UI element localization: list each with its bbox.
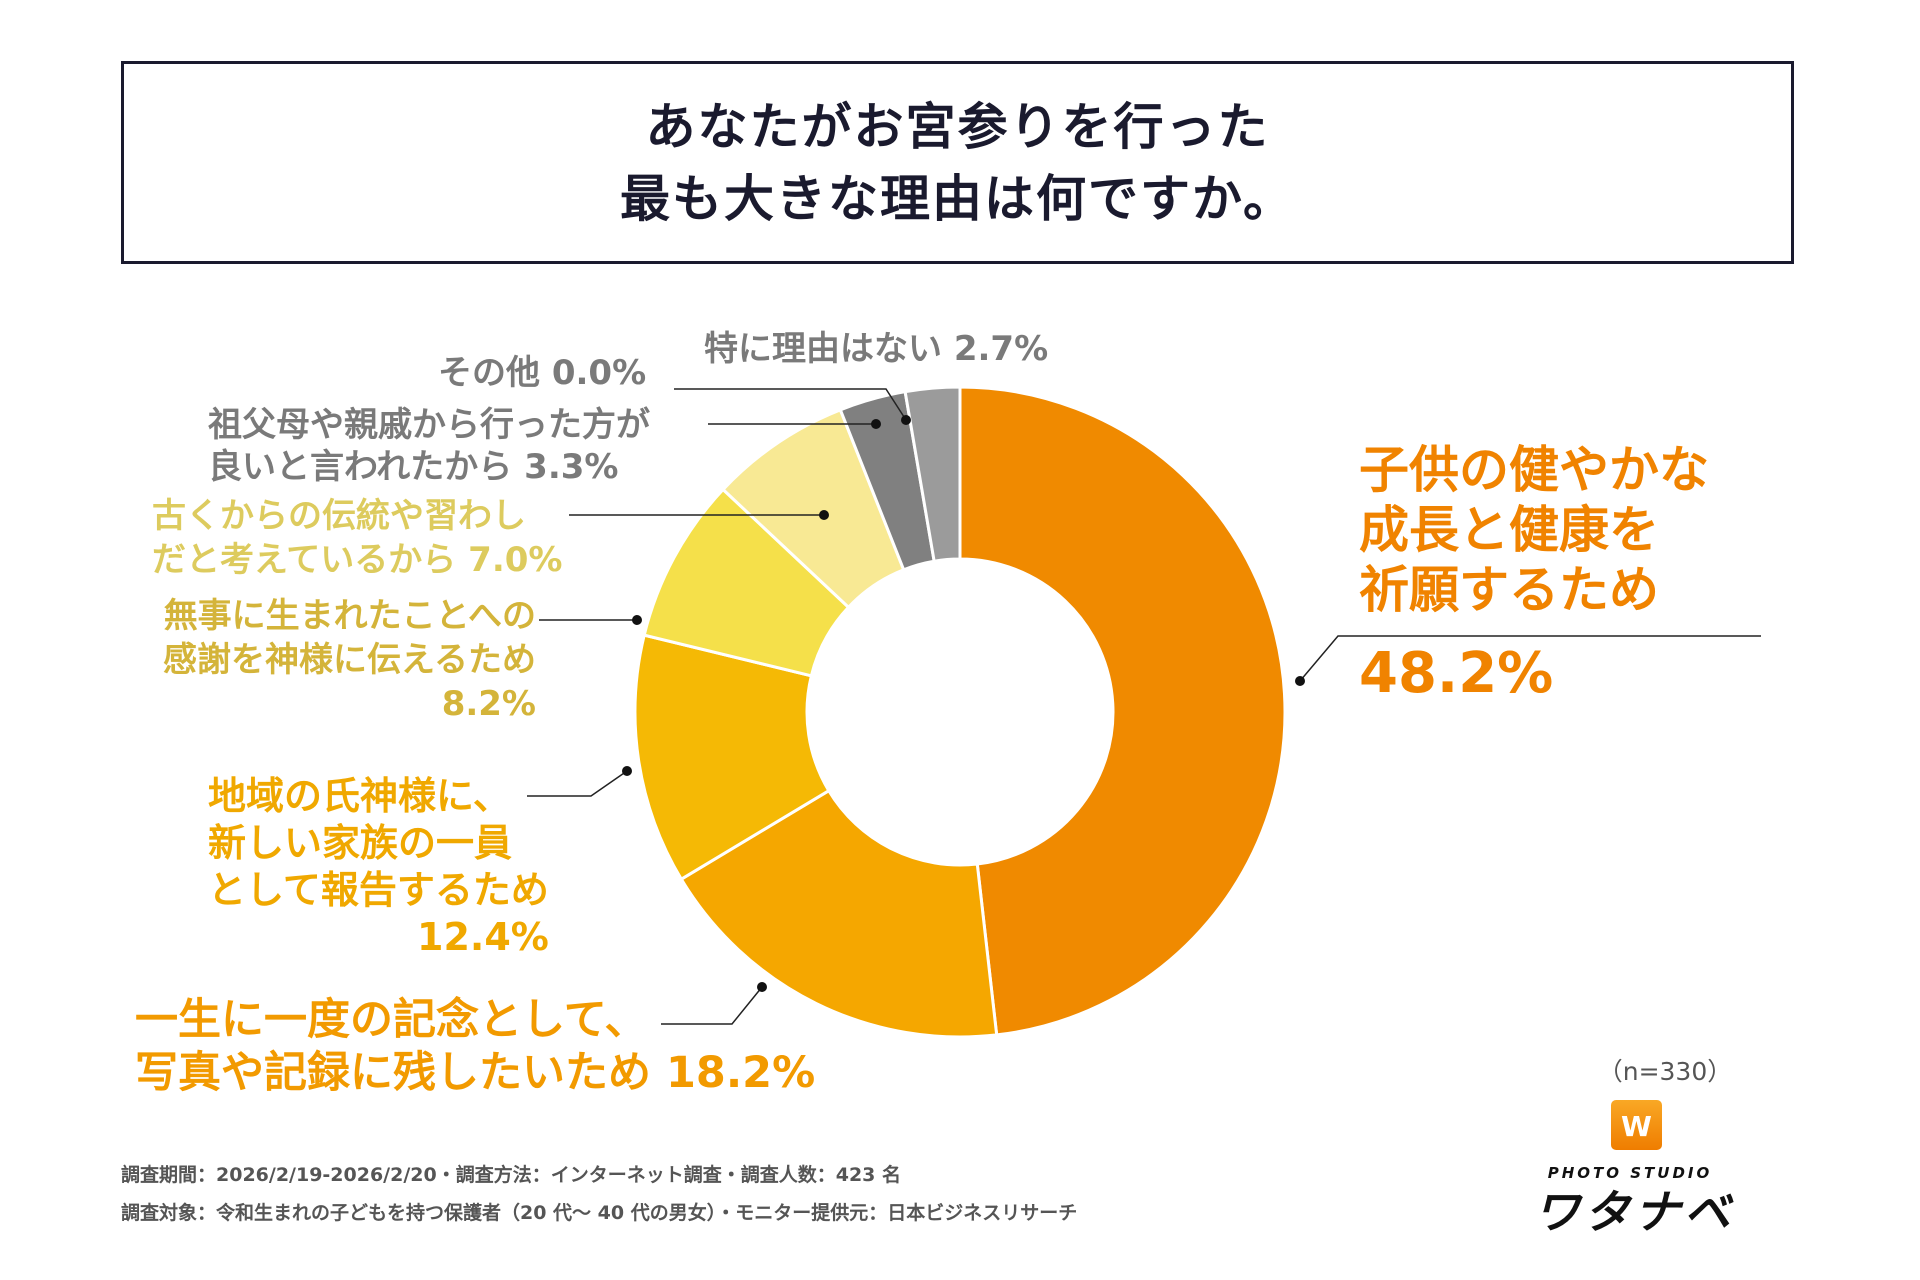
label-dento: 古くからの伝統や習わし だと考えているから 7.0% xyxy=(152,494,562,582)
label-main-line2: 成長と健康を xyxy=(1359,501,1659,559)
label-chiiki-pct: 12.4% xyxy=(417,915,549,959)
leader-line-main xyxy=(1299,635,1761,682)
leader-dot-dento xyxy=(819,510,829,520)
footer-survey-period: 調査期間：2026/2/19-2026/2/20・調査方法：インターネット調査・… xyxy=(121,1164,902,1186)
label-tokuni-text: 特に理由はない xyxy=(704,329,942,369)
donut-slice-6 xyxy=(903,385,962,563)
chart-title-line1: あなたがお宮参りを行った xyxy=(645,97,1270,156)
donut-slice-1 xyxy=(679,788,999,1039)
label-dento-line2: だと考えているから xyxy=(152,540,457,580)
label-dento-line1: 古くからの伝統や習わし xyxy=(152,496,526,536)
donut-slice-0 xyxy=(958,385,1287,1037)
logo-wordmark: ワタナベ xyxy=(1534,1185,1734,1239)
label-sofubo-pct: 3.3% xyxy=(524,447,619,487)
leader-dot-sofubo xyxy=(871,419,881,429)
leader-dot-tokuni xyxy=(901,415,911,425)
donut-slice-2 xyxy=(633,633,831,882)
label-sonota-pct: 0.0% xyxy=(551,353,647,393)
label-chiiki-line3: として報告するため xyxy=(208,868,549,912)
label-dento-pct: 7.0% xyxy=(468,540,563,580)
label-buji-pct: 8.2% xyxy=(441,684,536,724)
label-main-line1: 子供の健やかな xyxy=(1359,441,1709,499)
leader-line-kinen xyxy=(661,986,763,1025)
label-kinen: 一生に一度の記念として、 写真や記録に残したいため 18.2% xyxy=(135,994,815,1100)
leader-dot-main xyxy=(1295,676,1305,686)
label-main-pct: 48.2% xyxy=(1359,641,1554,706)
label-kinen-line1: 一生に一度の記念として、 xyxy=(135,995,648,1045)
label-tokuni-pct: 2.7% xyxy=(953,329,1049,369)
label-chiiki-line2: 新しい家族の一員 xyxy=(208,821,513,865)
label-kinen-pct: 18.2% xyxy=(665,1048,816,1098)
label-sofubo-line1: 祖父母や親戚から行った方が xyxy=(208,405,650,445)
title-box: あなたがお宮参りを行った 最も大きな理由は何ですか。 xyxy=(121,61,1794,264)
label-sonota-text: その他 xyxy=(438,353,540,393)
sample-size: （n=330） xyxy=(1597,1057,1733,1086)
label-sofubo-line2: 良いと言われたから xyxy=(208,447,513,487)
label-sofubo: 祖父母や親戚から行った方が 良いと言われたから 3.3% xyxy=(208,404,650,488)
label-buji-line2: 感謝を神様に伝えるため xyxy=(163,640,536,680)
leader-line-tokuni xyxy=(674,388,907,421)
label-buji-line1: 無事に生まれたことへの xyxy=(163,596,536,636)
label-main-line3: 祈願するため xyxy=(1359,561,1659,619)
leader-dot-kinen xyxy=(757,982,767,992)
label-chiiki: 地域の氏神様に、 新しい家族の一員 として報告するため 12.4% xyxy=(208,773,549,961)
leader-line-chiiki xyxy=(527,770,628,797)
logo-subtitle: PHOTO STUDIO xyxy=(1547,1164,1713,1182)
chart-title-line2: 最も大きな理由は何ですか。 xyxy=(620,169,1295,228)
label-main: 子供の健やかな 成長と健康を 祈願するため 48.2% xyxy=(1359,440,1709,704)
label-sonota: その他 0.0% xyxy=(438,352,646,395)
leader-dot-buji xyxy=(632,615,642,625)
footer-survey-target: 調査対象：令和生まれの子どもを持つ保護者（20 代～ 40 代の男女）・モニター… xyxy=(121,1202,1078,1224)
label-buji: 無事に生まれたことへの 感謝を神様に伝えるため 8.2% xyxy=(163,594,536,726)
label-kinen-line2: 写真や記録に残したいため xyxy=(135,1048,651,1098)
leader-dot-chiiki xyxy=(622,766,632,776)
label-chiiki-line1: 地域の氏神様に、 xyxy=(208,774,511,818)
label-tokuni: 特に理由はない 2.7% xyxy=(704,328,1048,371)
logo-crown-icon: W xyxy=(1611,1100,1662,1150)
